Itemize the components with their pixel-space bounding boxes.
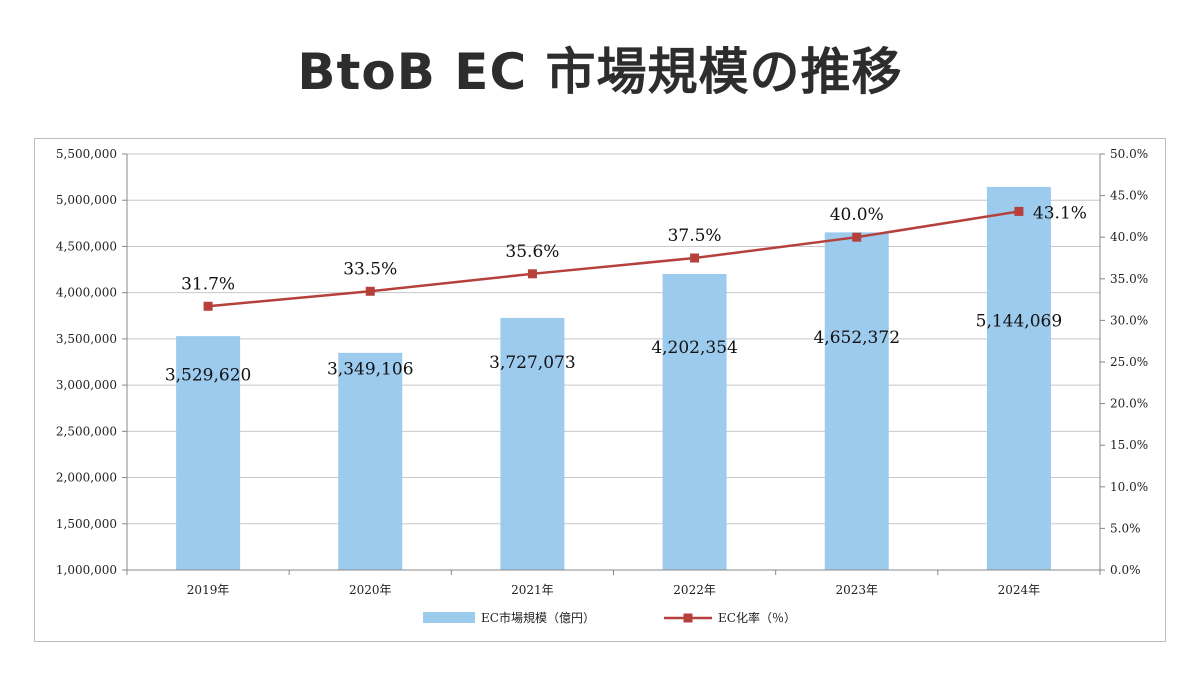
- right-tick-label: 10.0%: [1110, 480, 1148, 494]
- bar-series: [176, 186, 1051, 570]
- bar-value-label: 5,144,069: [976, 311, 1063, 331]
- left-tick-label: 3,500,000: [56, 332, 117, 346]
- bar-value-label: 3,349,106: [327, 360, 414, 380]
- legend-bar-label: EC市場規模（億円）: [481, 610, 595, 625]
- bar-value-label: 3,529,620: [165, 365, 252, 385]
- legend-line-marker: [683, 613, 693, 623]
- bar-value-label: 4,202,354: [651, 338, 738, 358]
- legend-line-label: EC化率（％）: [718, 610, 796, 625]
- left-tick-label: 5,500,000: [56, 147, 117, 161]
- left-tick-label: 2,500,000: [56, 424, 117, 438]
- rate-marker: [690, 253, 700, 263]
- x-tick-label: 2024年: [998, 583, 1041, 597]
- legend-bar-swatch: [423, 612, 475, 623]
- rate-marker: [365, 286, 375, 296]
- grid-lines: [127, 153, 1100, 571]
- right-tick-label: 0.0%: [1110, 563, 1141, 577]
- right-tick-label: 20.0%: [1110, 397, 1148, 411]
- rate-marker: [203, 301, 213, 311]
- right-tick-label: 5.0%: [1110, 521, 1141, 535]
- rate-marker: [852, 232, 862, 242]
- rate-value-label: 40.0%: [830, 205, 884, 225]
- rate-line: [207, 210, 1020, 308]
- rate-value-label: 33.5%: [343, 259, 397, 279]
- page-title: BtoB EC 市場規模の推移: [297, 43, 903, 101]
- rate-value-label: 31.7%: [181, 274, 235, 294]
- right-tick-label: 40.0%: [1110, 230, 1148, 244]
- rate-marker: [527, 269, 537, 279]
- axes: 1,000,000 1,500,000 2,000,000 2,500,000 3,00…: [56, 147, 1148, 597]
- bar: [500, 317, 565, 570]
- left-tick-label: 4,000,000: [56, 286, 117, 300]
- right-tick-label: 45.0%: [1110, 189, 1148, 203]
- bar-value-label: 3,727,073: [489, 353, 576, 373]
- line-series: [203, 206, 1024, 311]
- bar: [176, 336, 241, 570]
- bar-value-label: 4,652,372: [813, 328, 900, 348]
- right-tick-label: 35.0%: [1110, 272, 1148, 286]
- rate-value-label: 37.5%: [668, 226, 722, 246]
- right-tick-label: 25.0%: [1110, 355, 1148, 369]
- bar: [338, 352, 403, 570]
- right-tick-label: 50.0%: [1110, 147, 1148, 161]
- x-tick-label: 2023年: [835, 583, 878, 597]
- x-tick-label: 2022年: [673, 583, 716, 597]
- bar: [986, 186, 1051, 570]
- legend: EC市場規模（億円） EC化率（％）: [423, 610, 796, 625]
- rate-marker: [1014, 206, 1024, 216]
- x-tick-label: 2021年: [511, 583, 554, 597]
- left-tick-label: 5,000,000: [56, 193, 117, 207]
- data-labels: 3,529,620 3,349,106 3,727,073 4,202,354 4,65…: [165, 203, 1087, 385]
- bar: [824, 232, 889, 570]
- left-tick-label: 3,000,000: [56, 378, 117, 392]
- left-tick-label: 1,000,000: [56, 563, 117, 577]
- rate-value-label: 35.6%: [505, 242, 559, 262]
- right-tick-label: 15.0%: [1110, 438, 1148, 452]
- x-tick-label: 2020年: [349, 583, 392, 597]
- left-tick-label: 2,000,000: [56, 471, 117, 485]
- rate-value-label: 43.1%: [1033, 203, 1087, 223]
- x-tick-label: 2019年: [187, 583, 230, 597]
- right-tick-label: 30.0%: [1110, 313, 1148, 327]
- bar: [662, 273, 727, 570]
- chart-frame: [34, 138, 1166, 642]
- left-tick-label: 4,500,000: [56, 239, 117, 253]
- left-tick-label: 1,500,000: [56, 517, 117, 531]
